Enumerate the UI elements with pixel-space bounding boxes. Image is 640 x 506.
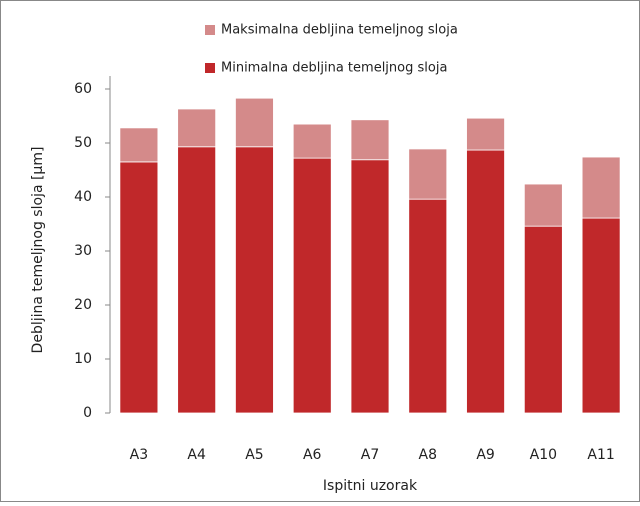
bar-segment [523,225,563,414]
bar-segment [235,146,274,414]
bar-segment [292,157,332,414]
x-tick-label: A11 [587,447,614,463]
x-tick-label: A4 [187,447,206,463]
bar-segment [581,156,621,219]
y-tick-label: 0 [83,405,92,421]
bar-segment [177,108,217,148]
x-tick-label: A10 [530,447,557,463]
y-tick-label: 20 [74,297,92,313]
x-tick-label: A6 [303,447,322,463]
x-tick-label: A9 [476,447,494,463]
bar-segment [408,148,448,200]
bar-segment [466,117,505,151]
bar-segment [408,198,448,414]
x-tick-label: A5 [245,447,263,463]
bar-segment [581,217,621,414]
x-tick-label: A7 [361,447,379,463]
legend-label: Minimalna debljina temeljnog sloja [221,61,447,76]
bar-segment [235,97,274,148]
bar-segment [119,161,159,414]
bar-segment [177,146,217,414]
legend-label: Maksimalna debljina temeljnog sloja [221,23,458,38]
y-tick-label: 40 [74,189,92,205]
bar-segment [119,127,159,163]
y-axis-label: Debljina temeljnog sloja [µm] [30,147,46,354]
x-tick-label: A3 [130,447,148,463]
bar-segment [466,149,505,414]
legend-swatch [205,25,215,35]
y-tick-label: 10 [74,351,92,367]
y-tick-label: 50 [74,135,92,151]
bar-segment [350,119,390,161]
bar-segment [292,123,332,159]
bar-segment [350,159,390,414]
x-tick-label: A8 [419,447,437,463]
x-axis-label: Ispitni uzorak [323,478,418,494]
y-tick-label: 60 [74,81,92,97]
y-tick-label: 30 [74,243,92,259]
bar-segment [523,183,563,227]
legend-swatch [205,63,215,73]
